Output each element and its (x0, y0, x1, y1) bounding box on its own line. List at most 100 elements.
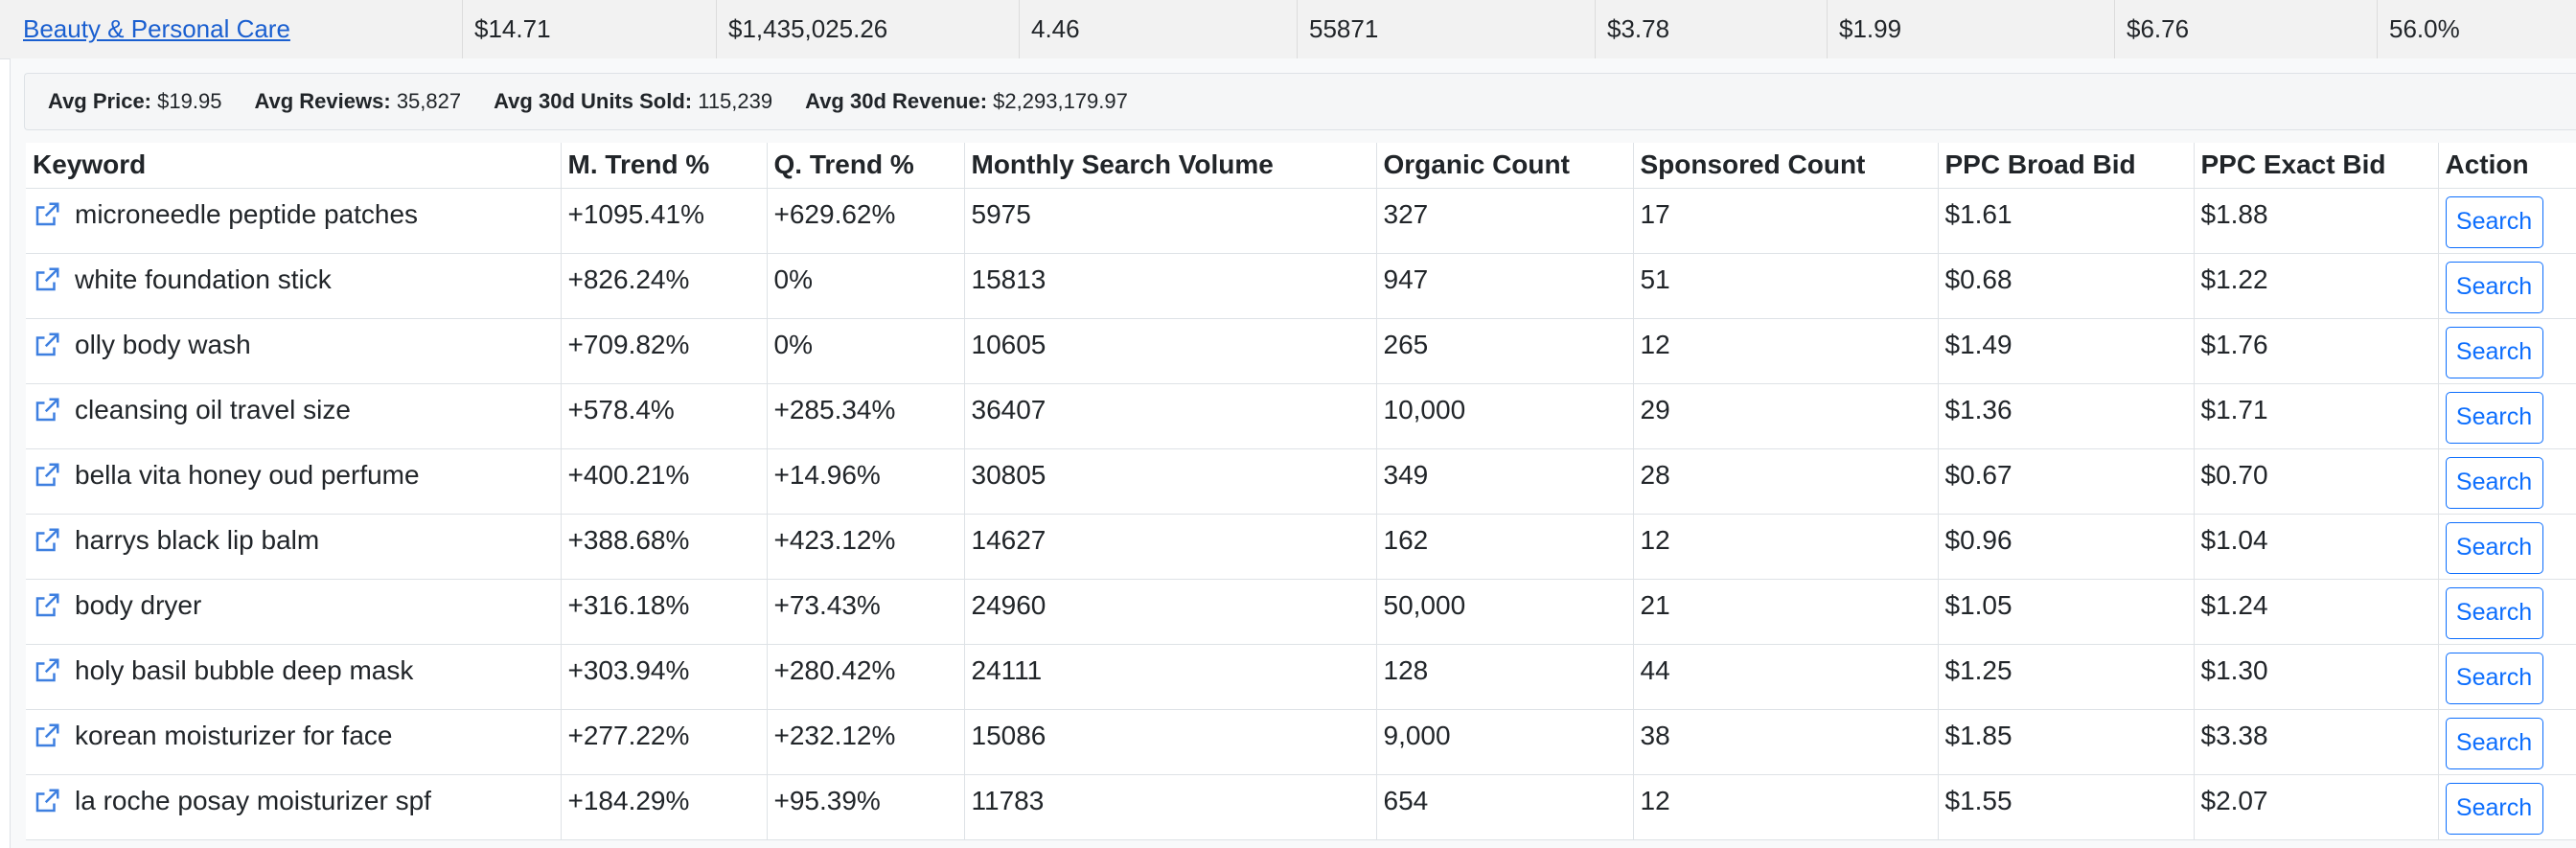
sponsored-count-cell: 44 (1632, 643, 1939, 710)
q-trend-cell: +14.96% (766, 447, 965, 515)
external-link-icon[interactable] (33, 722, 61, 750)
search-button[interactable]: Search (2445, 195, 2543, 248)
ppc-exact-bid-cell: $1.22 (2193, 252, 2439, 319)
ppc-broad-bid-cell: $1.49 (1937, 317, 2195, 384)
search-volume-cell: 11783 (963, 773, 1377, 840)
category-detail-panel: Avg Price: $19.95 Avg Reviews: 35,827 Av… (10, 58, 2576, 848)
action-cell: Search (2437, 708, 2576, 775)
search-button[interactable]: Search (2445, 391, 2543, 444)
external-link-icon[interactable] (33, 396, 61, 424)
ppc-broad-bid-cell: $1.85 (1937, 708, 2195, 775)
search-volume-cell: 14627 (963, 513, 1377, 580)
search-button[interactable]: Search (2445, 717, 2543, 769)
keyword-text: harrys black lip balm (75, 524, 320, 555)
sponsored-count-cell: 12 (1632, 513, 1939, 580)
keyword-cell: holy basil bubble deep mask (26, 643, 562, 710)
header-q-trend: Q. Trend % (766, 143, 965, 189)
category-reviews: 55871 (1297, 0, 1595, 58)
search-button[interactable]: Search (2445, 456, 2543, 509)
q-trend-cell: +629.62% (766, 187, 965, 254)
search-button[interactable]: Search (2445, 782, 2543, 835)
sponsored-count-cell: 29 (1632, 382, 1939, 449)
m-trend-cell: +400.21% (560, 447, 768, 515)
ppc-exact-bid-cell: $3.38 (2193, 708, 2439, 775)
external-link-icon[interactable] (33, 200, 61, 229)
action-cell: Search (2437, 382, 2576, 449)
search-volume-cell: 15086 (963, 708, 1377, 775)
action-cell: Search (2437, 447, 2576, 515)
m-trend-cell: +709.82% (560, 317, 768, 384)
header-action: Action (2437, 143, 2576, 189)
search-volume-cell: 24111 (963, 643, 1377, 710)
ppc-exact-bid-cell: $1.76 (2193, 317, 2439, 384)
category-rating: 4.46 (1019, 0, 1297, 58)
action-cell: Search (2437, 643, 2576, 710)
ppc-exact-bid-cell: $1.71 (2193, 382, 2439, 449)
sponsored-count-cell: 12 (1632, 773, 1939, 840)
action-cell: Search (2437, 773, 2576, 840)
header-sponsored-count: Sponsored Count (1632, 143, 1939, 189)
table-row: white foundation stick +826.24% 0% 15813 947… (26, 252, 2576, 319)
stat-avg-units-sold: Avg 30d Units Sold: 115,239 (494, 89, 773, 113)
m-trend-cell: +1095.41% (560, 187, 768, 254)
header-ppc-exact-bid: PPC Exact Bid (2193, 143, 2439, 189)
m-trend-cell: +388.68% (560, 513, 768, 580)
table-row: la roche posay moisturizer spf +184.29% +9… (26, 773, 2576, 840)
organic-count-cell: 327 (1375, 187, 1634, 254)
search-button[interactable]: Search (2445, 652, 2543, 704)
ppc-exact-bid-cell: $1.04 (2193, 513, 2439, 580)
stat-avg-price: Avg Price: $19.95 (48, 89, 222, 113)
search-volume-cell: 36407 (963, 382, 1377, 449)
keyword-cell: bella vita honey oud perfume (26, 447, 562, 515)
action-cell: Search (2437, 578, 2576, 645)
table-row: holy basil bubble deep mask +303.94% +280.… (26, 643, 2576, 710)
sponsored-count-cell: 12 (1632, 317, 1939, 384)
header-search-volume: Monthly Search Volume (963, 143, 1377, 189)
stat-avg-revenue: Avg 30d Revenue: $2,293,179.97 (805, 89, 1128, 113)
search-volume-cell: 5975 (963, 187, 1377, 254)
external-link-icon[interactable] (33, 331, 61, 359)
organic-count-cell: 349 (1375, 447, 1634, 515)
summary-stats-bar: Avg Price: $19.95 Avg Reviews: 35,827 Av… (24, 73, 2576, 130)
category-name-cell: Beauty & Personal Care (0, 0, 462, 58)
category-fee-b: $1.99 (1827, 0, 2114, 58)
ppc-exact-bid-cell: $1.24 (2193, 578, 2439, 645)
q-trend-cell: +73.43% (766, 578, 965, 645)
external-link-icon[interactable] (33, 265, 61, 294)
q-trend-cell: +423.12% (766, 513, 965, 580)
organic-count-cell: 162 (1375, 513, 1634, 580)
external-link-icon[interactable] (33, 461, 61, 490)
category-link[interactable]: Beauty & Personal Care (23, 14, 290, 43)
sponsored-count-cell: 28 (1632, 447, 1939, 515)
external-link-icon[interactable] (33, 591, 61, 620)
ppc-broad-bid-cell: $1.36 (1937, 382, 2195, 449)
ppc-broad-bid-cell: $1.61 (1937, 187, 2195, 254)
category-fee-a: $3.78 (1595, 0, 1827, 58)
sponsored-count-cell: 51 (1632, 252, 1939, 319)
header-organic-count: Organic Count (1375, 143, 1634, 189)
m-trend-cell: +578.4% (560, 382, 768, 449)
keyword-text: korean moisturizer for face (75, 720, 393, 750)
table-row: harrys black lip balm +388.68% +423.12% 146… (26, 513, 2576, 580)
ppc-broad-bid-cell: $1.25 (1937, 643, 2195, 710)
organic-count-cell: 50,000 (1375, 578, 1634, 645)
keyword-cell: microneedle peptide patches (26, 187, 562, 254)
table-row: cleansing oil travel size +578.4% +285.34%… (26, 382, 2576, 449)
keyword-text: holy basil bubble deep mask (75, 654, 414, 685)
keyword-cell: la roche posay moisturizer spf (26, 773, 562, 840)
search-button[interactable]: Search (2445, 586, 2543, 639)
external-link-icon[interactable] (33, 526, 61, 555)
keyword-table: Keyword M. Trend % Q. Trend % Monthly Se… (26, 143, 2576, 840)
search-button[interactable]: Search (2445, 326, 2543, 378)
search-volume-cell: 10605 (963, 317, 1377, 384)
search-button[interactable]: Search (2445, 521, 2543, 574)
external-link-icon[interactable] (33, 787, 61, 815)
ppc-exact-bid-cell: $1.88 (2193, 187, 2439, 254)
action-cell: Search (2437, 513, 2576, 580)
table-row: bella vita honey oud perfume +400.21% +14.… (26, 447, 2576, 515)
keyword-cell: korean moisturizer for face (26, 708, 562, 775)
external-link-icon[interactable] (33, 656, 61, 685)
search-button[interactable]: Search (2445, 261, 2543, 313)
keyword-text: la roche posay moisturizer spf (75, 785, 431, 815)
